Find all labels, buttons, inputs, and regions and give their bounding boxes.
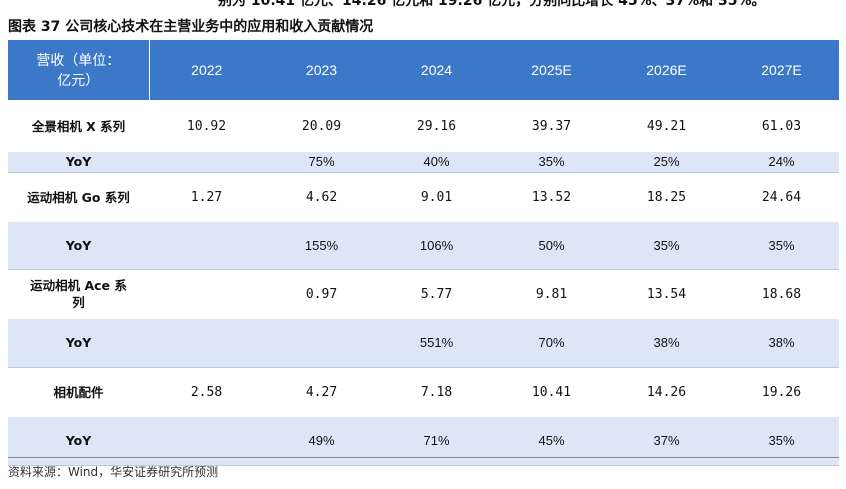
table-row: YoY 155% 106% 50% 35% 35%	[8, 222, 839, 270]
table-cell: 18.25	[609, 172, 724, 222]
table-cell: 1.27	[149, 172, 264, 222]
table-cell: 20.09	[264, 100, 379, 152]
table-cell: 61.03	[724, 100, 839, 152]
header-cell-2027e: 2027E	[724, 40, 839, 100]
table-cell: 35%	[724, 222, 839, 270]
table-cell: 9.01	[379, 172, 494, 222]
figure-title: 图表 37 公司核心技术在主营业务中的应用和收入贡献情况	[8, 19, 374, 35]
table-cell: 13.52	[494, 172, 609, 222]
source-note: 资料来源：Wind，华安证券研究所预测	[8, 465, 219, 479]
table-cell: 35%	[494, 152, 609, 173]
table-cell: 4.27	[264, 367, 379, 417]
table-cell: 29.16	[379, 100, 494, 152]
table-cell: 49.21	[609, 100, 724, 152]
table-cell: 25%	[609, 152, 724, 173]
table-cell: 39.37	[494, 100, 609, 152]
table-row: 全景相机 X 系列 10.92 20.09 29.16 39.37 49.21 …	[8, 100, 839, 152]
table-cell: 38%	[609, 319, 724, 368]
table-cell	[149, 152, 264, 173]
header-line-2: 亿元）	[57, 72, 100, 88]
table-cell: 50%	[494, 222, 609, 270]
table-cell: 40%	[379, 152, 494, 173]
table-row: YoY 551% 70% 38% 38%	[8, 319, 839, 368]
table-cell: 10.41	[494, 367, 609, 417]
row-label-line-2: 列	[72, 295, 85, 311]
table-cell: 24.64	[724, 172, 839, 222]
table-cell: 2.58	[149, 367, 264, 417]
revenue-table: 营收（单位： 亿元） 2022 2023 2024 2025E 2026E 20…	[8, 40, 839, 466]
table-cell: 5.77	[379, 269, 494, 319]
table-cell: 24%	[724, 152, 839, 173]
table-cell: 0.97	[264, 269, 379, 319]
header-cell-2025e: 2025E	[494, 40, 609, 100]
table-cell: 19.26	[724, 367, 839, 417]
header-cell-metric: 营收（单位： 亿元）	[8, 40, 150, 100]
table-cell: 9.81	[494, 269, 609, 319]
row-label: YoY	[8, 152, 149, 173]
header-cell-2024: 2024	[379, 40, 494, 100]
row-label: YoY	[8, 319, 149, 368]
table-cell: 14.26	[609, 367, 724, 417]
table-cell: 75%	[264, 152, 379, 173]
bottom-rule	[8, 457, 839, 458]
header-cell-2023: 2023	[264, 40, 379, 100]
table-row: 运动相机 Go 系列 1.27 4.62 9.01 13.52 18.25 24…	[8, 172, 839, 222]
table-cell	[149, 269, 264, 319]
table-cell: 106%	[379, 222, 494, 270]
table-cell	[149, 222, 264, 270]
row-label: 全景相机 X 系列	[8, 100, 149, 152]
table-cell: 35%	[609, 222, 724, 270]
header-cell-2026e: 2026E	[609, 40, 724, 100]
table-cell: 70%	[494, 319, 609, 368]
row-label: 相机配件	[8, 367, 149, 417]
table-cell: 551%	[379, 319, 494, 368]
row-label: YoY	[8, 222, 149, 270]
table-header-row: 营收（单位： 亿元） 2022 2023 2024 2025E 2026E 20…	[8, 40, 839, 100]
table-row: 相机配件 2.58 4.27 7.18 10.41 14.26 19.26	[8, 367, 839, 417]
table-cell: 18.68	[724, 269, 839, 319]
intro-text: 别为 10.41 亿元、14.26 亿元和 19.26 亿元，分别同比增长 45…	[218, 0, 766, 9]
table-row: 运动相机 Ace 系 列 0.97 5.77 9.81 13.54 18.68	[8, 269, 839, 319]
table-cell: 10.92	[149, 100, 264, 152]
row-label: 运动相机 Ace 系 列	[8, 269, 149, 319]
row-label: 运动相机 Go 系列	[8, 172, 149, 222]
table-row: YoY 75% 40% 35% 25% 24%	[8, 152, 839, 173]
row-label-line-1: 运动相机 Ace 系	[30, 278, 127, 294]
table-cell: 13.54	[609, 269, 724, 319]
table-cell: 4.62	[264, 172, 379, 222]
table-cell: 7.18	[379, 367, 494, 417]
table-cell: 38%	[724, 319, 839, 368]
header-line-1: 营收（单位：	[36, 52, 121, 68]
header-cell-2022: 2022	[149, 40, 264, 100]
table-cell	[264, 319, 379, 368]
table-cell	[149, 319, 264, 368]
table-cell: 155%	[264, 222, 379, 270]
